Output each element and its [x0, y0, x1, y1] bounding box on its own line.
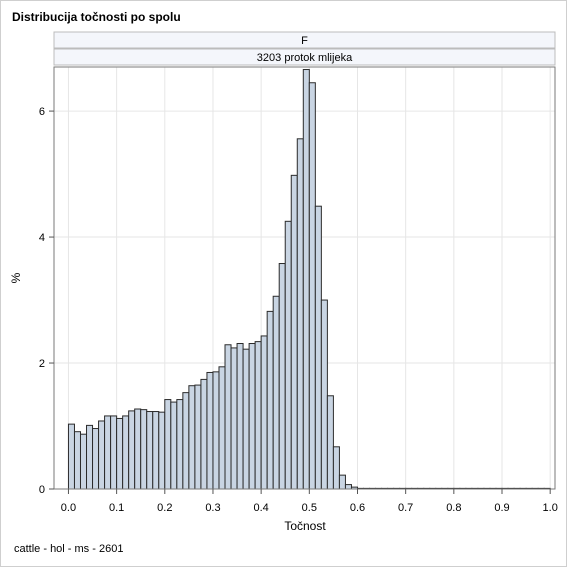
histogram-bar [236, 343, 244, 490]
histogram-bar [158, 411, 166, 490]
histogram-bar [79, 433, 88, 490]
x-tick-label: 0.8 [446, 502, 461, 514]
histogram-bar [200, 378, 208, 490]
histogram-bar [212, 371, 220, 490]
histogram-bar [218, 366, 226, 490]
histogram-bar [338, 474, 346, 490]
histogram-bar [308, 82, 316, 490]
footnote: cattle - hol - ms - 2601 [14, 543, 124, 555]
x-tick-label: 0.3 [205, 502, 220, 514]
x-tick-label: 0.7 [398, 502, 413, 514]
histogram-bar [164, 399, 172, 490]
histogram-bar [332, 446, 340, 490]
histogram-bar [278, 263, 286, 490]
y-tick-label: 4 [39, 232, 45, 244]
y-axis-label: % [9, 272, 23, 283]
histogram-bar [344, 484, 352, 490]
histogram-bar [152, 411, 160, 490]
histogram-bar [230, 347, 238, 490]
chart-title: Distribucija točnosti po spolu [12, 10, 181, 24]
histogram-bar [326, 395, 334, 490]
histogram-bar [284, 220, 292, 490]
histogram-bar [73, 431, 81, 490]
panel-header-box [53, 31, 556, 49]
histogram-bar [128, 410, 136, 490]
panel-header-label: 3203 protok mlijeka [257, 52, 353, 64]
histogram-bar [320, 299, 328, 490]
histogram-bar [206, 371, 214, 490]
x-tick-label: 0.5 [302, 502, 317, 514]
x-tick-label: 0.4 [253, 502, 268, 514]
panel-header-box [53, 48, 556, 66]
histogram-bar [86, 424, 94, 490]
histogram-bar [260, 335, 268, 490]
y-tick-label: 6 [39, 106, 45, 118]
axes-layer: 0.0 0.1 0.2 0.3 0.4 0.5 0.6 0.7 0.8 0.9 1.0 0 2 4 6 [39, 66, 558, 514]
histogram-bar [248, 343, 256, 490]
x-tick-label: 0.0 [61, 502, 76, 514]
histogram-bar [110, 415, 118, 490]
histogram-bar [67, 423, 75, 490]
histogram-bar [146, 411, 154, 490]
histogram-bar [314, 205, 322, 490]
histogram-bar [302, 69, 310, 490]
x-tick-label: 1.0 [543, 502, 558, 514]
histogram-bar [194, 384, 202, 490]
y-tick-label: 0 [39, 484, 45, 496]
x-tick-label: 0.1 [109, 502, 124, 514]
histogram-bar [116, 417, 124, 490]
histogram-bar [122, 415, 130, 490]
histogram-bar [182, 392, 190, 490]
histogram-bar [176, 399, 184, 490]
y-tick-label: 2 [39, 358, 45, 370]
histogram-bar [272, 295, 280, 490]
histogram-bar [254, 341, 262, 490]
histogram-bar [224, 344, 232, 490]
x-tick-label: 0.6 [350, 502, 365, 514]
plot-border [53, 66, 556, 490]
histogram-bar [242, 348, 250, 490]
histogram-bar [98, 420, 106, 490]
histogram-bar [104, 415, 112, 490]
bars-layer [67, 69, 551, 490]
histogram-bar [140, 409, 148, 490]
histogram-bar [170, 401, 178, 490]
histogram-bar [188, 385, 196, 490]
x-axis-label: Točnost [284, 519, 326, 533]
histogram-bar [92, 428, 100, 490]
histogram-bar [266, 310, 274, 490]
x-tick-label: 0.2 [157, 502, 172, 514]
histogram-bar [296, 138, 304, 490]
panel-header-layer: F 3203 protok mlijeka [53, 31, 556, 66]
histogram-bar [290, 174, 298, 490]
histogram-bar [134, 408, 142, 490]
panel-header-label: F [301, 35, 308, 47]
x-tick-label: 0.9 [494, 502, 509, 514]
